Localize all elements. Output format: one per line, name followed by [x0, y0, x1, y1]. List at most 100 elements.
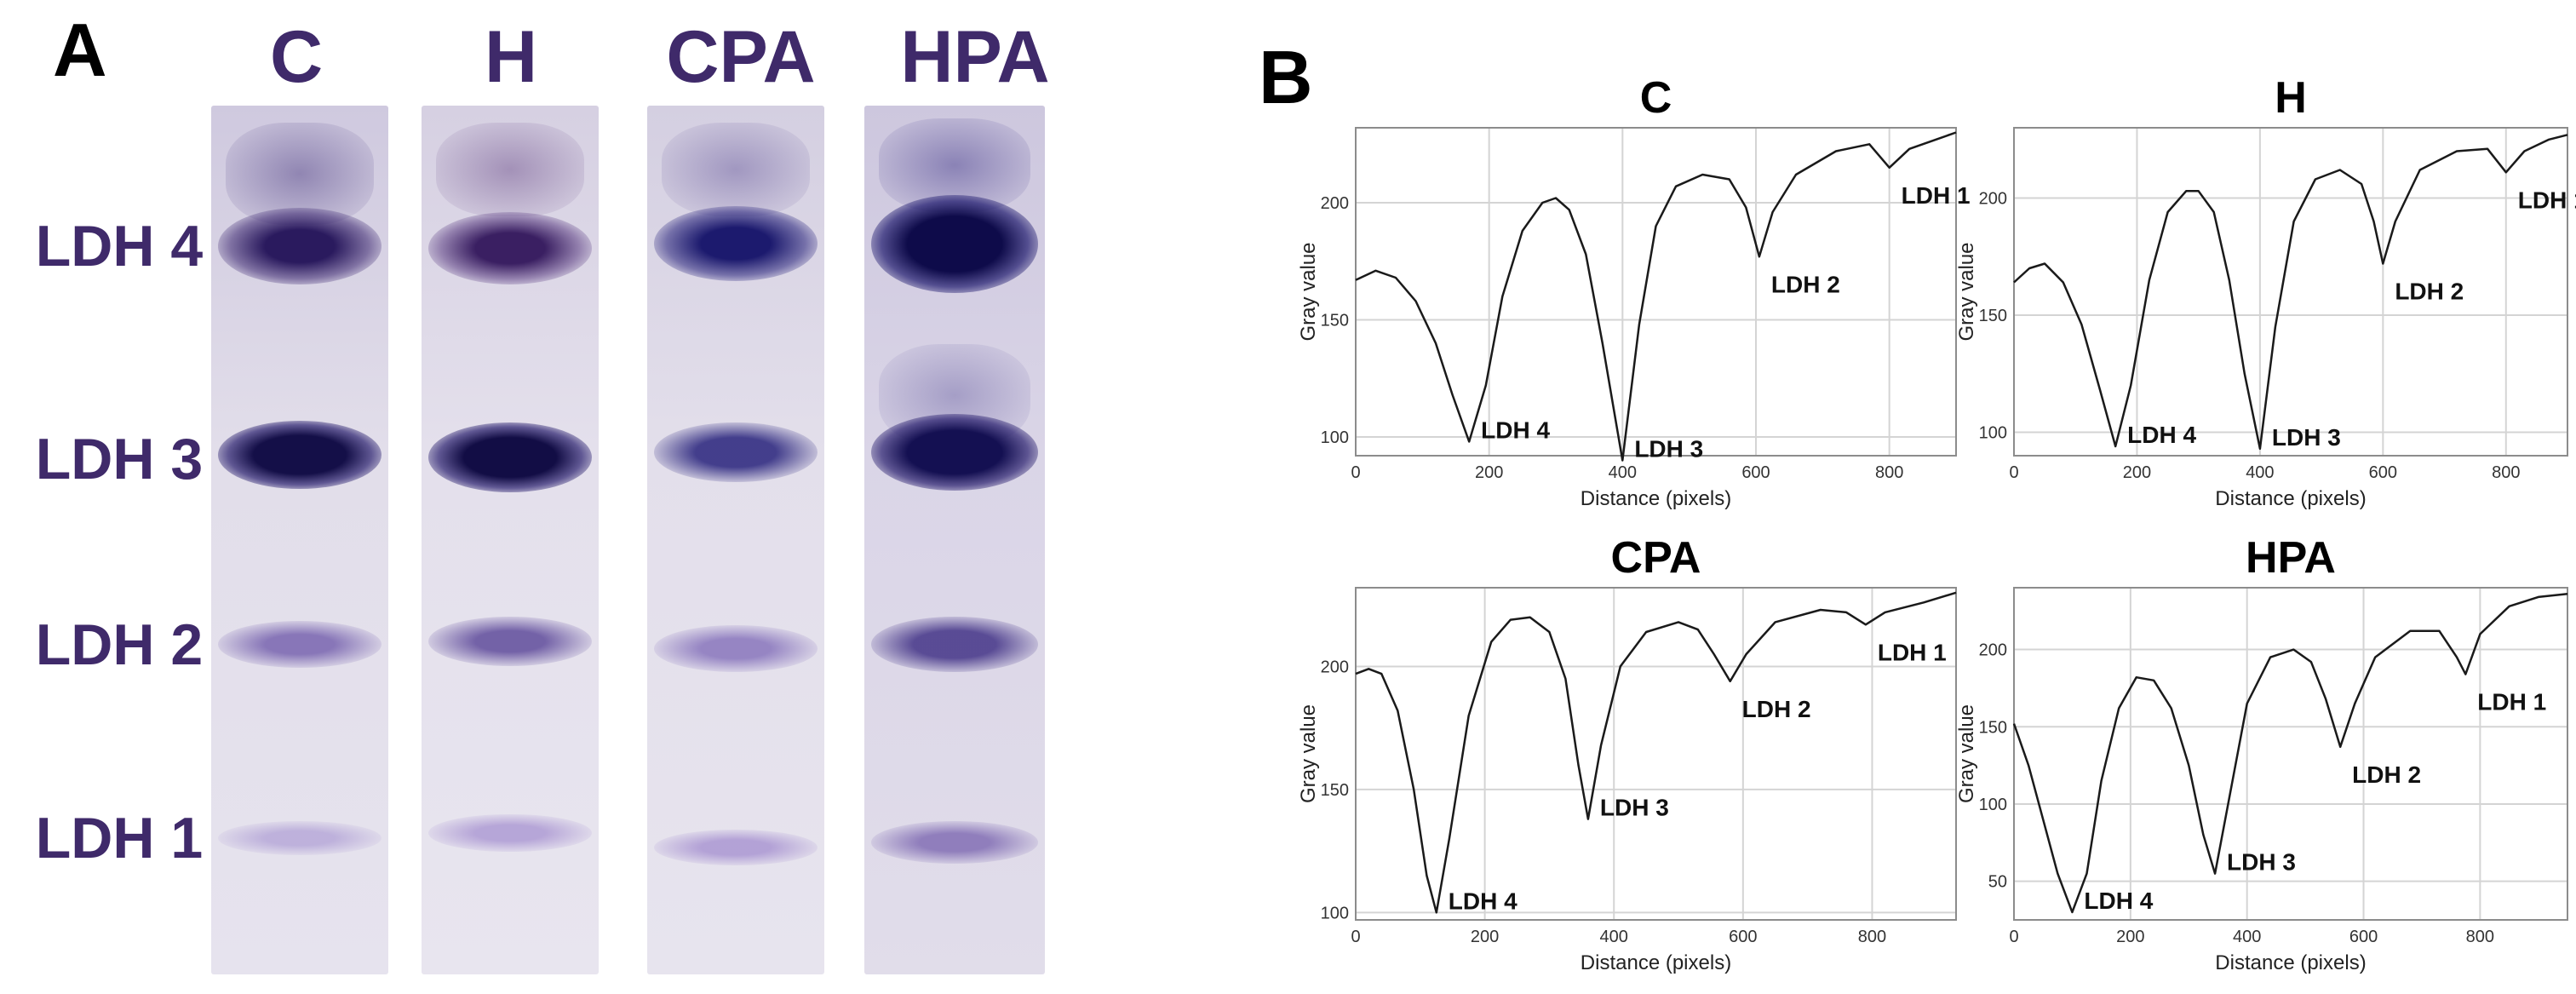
x-tick-label: 400 — [2233, 928, 2261, 946]
y-tick-label: 200 — [1321, 194, 1349, 213]
band-ldh4 — [871, 195, 1038, 293]
y-tick-label: 150 — [1979, 718, 2007, 737]
band-ldh2 — [871, 617, 1038, 672]
x-tick-label: 800 — [1875, 463, 1903, 482]
chart-cpa: CPA 0 200 400 600 800 100 150 200 Distance (pixel… — [1297, 533, 1957, 974]
band-ldh4 — [428, 212, 592, 284]
band-ldh4 — [654, 206, 818, 281]
peak-label: LDH 1 — [1878, 639, 1947, 665]
y-tick-label: 200 — [1321, 658, 1349, 676]
smear — [435, 123, 585, 216]
lane-label-c: C — [269, 16, 324, 98]
lane-label-hpa: HPA — [900, 16, 1050, 98]
peak-label: LDH 1 — [2518, 187, 2576, 213]
y-axis-label: Gray value — [1297, 242, 1320, 341]
band-ldh3 — [428, 422, 592, 492]
x-tick-label: 400 — [1609, 463, 1637, 482]
y-axis-label: Gray value — [1297, 704, 1320, 803]
x-tick-label: 400 — [2246, 463, 2274, 482]
band-label-ldh3: LDH 3 — [35, 427, 204, 491]
band-ldh4 — [218, 208, 382, 284]
band-ldh2 — [428, 617, 592, 666]
peak-label: LDH 2 — [1742, 696, 1811, 722]
y-tick-label: 50 — [1988, 873, 2007, 892]
smear — [661, 123, 811, 216]
plot-frame — [2013, 127, 2568, 457]
peak-label: LDH 3 — [2272, 424, 2341, 451]
x-axis-label: Distance (pixels) — [2215, 951, 2366, 974]
x-tick-label: 200 — [1471, 928, 1499, 946]
peak-label: LDH 4 — [2127, 422, 2196, 448]
y-tick-label: 150 — [1979, 307, 2007, 325]
plot-frame — [1355, 127, 1957, 457]
band-ldh3 — [654, 422, 818, 482]
plot-frame — [1355, 587, 1957, 921]
y-tick-label: 150 — [1321, 312, 1349, 330]
band-ldh1 — [428, 814, 592, 852]
chart-title: H — [2275, 73, 2307, 123]
chart-title: C — [1640, 73, 1672, 123]
x-axis-label: Distance (pixels) — [1581, 487, 1731, 510]
band-ldh1 — [654, 830, 818, 865]
chart-c: C 0 200 400 600 800 100 150 200 Distance (pixels)… — [1297, 73, 1971, 510]
lane-label-h: H — [484, 16, 538, 98]
band-ldh1 — [871, 821, 1038, 864]
peak-label: LDH 2 — [2395, 279, 2464, 305]
peak-label: LDH 3 — [2227, 849, 2296, 876]
gel-lane-hpa — [864, 106, 1045, 974]
y-tick-label: 100 — [1321, 904, 1349, 922]
band-label-ldh1: LDH 1 — [35, 806, 204, 870]
x-tick-label: 800 — [1858, 928, 1886, 946]
band-ldh2 — [654, 625, 818, 672]
profile-line — [2013, 134, 2568, 451]
peak-label: LDH 4 — [2084, 888, 2153, 914]
x-tick-label: 600 — [1729, 928, 1757, 946]
y-tick-label: 200 — [1979, 190, 2007, 209]
y-tick-label: 150 — [1321, 781, 1349, 800]
gel-lane-cpa — [647, 106, 824, 974]
chart-h: H 0 200 400 600 800 100 150 200 Distance (pixels)… — [1955, 73, 2576, 510]
peak-label: LDH 1 — [1902, 182, 1971, 209]
plot-frame — [2013, 587, 2568, 921]
peak-label: LDH 3 — [1600, 795, 1669, 821]
peak-label: LDH 3 — [1634, 436, 1703, 463]
gel-lane-c — [211, 106, 388, 974]
x-tick-label: 600 — [2369, 463, 2397, 482]
peak-label: LDH 2 — [1771, 271, 1840, 297]
profile-line — [1355, 591, 1957, 914]
x-tick-label: 200 — [2116, 928, 2144, 946]
x-tick-label: 800 — [2492, 463, 2520, 482]
gel-lane-h — [422, 106, 599, 974]
x-tick-label: 200 — [2123, 463, 2151, 482]
y-axis-label: Gray value — [1955, 704, 1978, 803]
band-ldh2 — [218, 621, 382, 668]
x-tick-label: 0 — [2009, 928, 2018, 946]
x-tick-label: 0 — [1351, 463, 1360, 482]
y-tick-label: 100 — [1979, 796, 2007, 814]
peak-label: LDH 1 — [2477, 689, 2546, 715]
peak-label: LDH 4 — [1449, 888, 1517, 914]
x-tick-label: 0 — [1351, 928, 1360, 946]
x-tick-label: 200 — [1475, 463, 1503, 482]
profile-line — [2012, 593, 2568, 914]
peak-label: LDH 4 — [1481, 417, 1550, 444]
peak-label: LDH 2 — [2352, 761, 2421, 788]
x-tick-label: 600 — [2349, 928, 2378, 946]
chart-title: HPA — [2246, 533, 2336, 583]
chart-hpa: HPA 0 200 400 600 800 50 100 150 200 Distance (pix… — [1955, 533, 2568, 974]
band-ldh1 — [218, 821, 382, 855]
y-tick-label: 100 — [1979, 424, 2007, 443]
band-ldh3 — [871, 414, 1038, 491]
y-axis-label: Gray value — [1955, 242, 1978, 341]
x-axis-label: Distance (pixels) — [2215, 487, 2366, 510]
x-tick-label: 600 — [1741, 463, 1770, 482]
lane-label-cpa: CPA — [666, 16, 816, 98]
x-axis-label: Distance (pixels) — [1581, 951, 1731, 974]
profile-line — [1355, 131, 1957, 462]
y-tick-label: 100 — [1321, 428, 1349, 447]
band-label-ldh2: LDH 2 — [35, 612, 204, 677]
y-tick-label: 200 — [1979, 641, 2007, 660]
band-label-ldh4: LDH 4 — [35, 214, 204, 279]
x-tick-label: 800 — [2466, 928, 2494, 946]
